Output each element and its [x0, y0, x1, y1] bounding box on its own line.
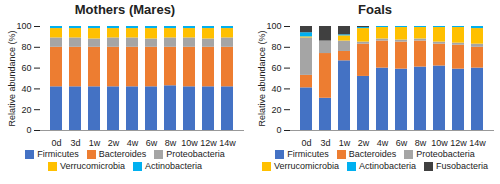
html-text:Proteobacteria: Proteobacteria [166, 149, 225, 159]
svg-text:1w: 1w [89, 138, 101, 148]
svg-text:3d: 3d [320, 138, 330, 148]
svg-text:0: 0 [26, 125, 31, 135]
svg-text:6w: 6w [146, 138, 158, 148]
svg-text:2w: 2w [108, 138, 120, 148]
svg-text:12w: 12w [450, 138, 467, 148]
html-text:Fusobacteria: Fusobacteria [436, 161, 488, 171]
svg-text:6w: 6w [396, 138, 408, 148]
html-text:Verrucomicrobia: Verrucomicrobia [273, 161, 339, 171]
svg-text:80: 80 [271, 42, 281, 52]
html-text:Foals: Foals [358, 2, 392, 17]
svg-text:60: 60 [21, 63, 31, 73]
html-text:Firmicutes: Firmicutes [287, 149, 329, 159]
svg-text:20: 20 [271, 105, 281, 115]
svg-text:0: 0 [276, 125, 281, 135]
html-text:Proteobacteria: Proteobacteria [416, 149, 475, 159]
svg-text:80: 80 [21, 42, 31, 52]
svg-text:10w: 10w [431, 138, 448, 148]
svg-text:20: 20 [21, 105, 31, 115]
html-text:Actinobacteria: Actinobacteria [145, 161, 202, 171]
svg-text:14w: 14w [219, 138, 236, 148]
svg-text:3d: 3d [70, 138, 80, 148]
svg-text:Relative abundance (%): Relative abundance (%) [257, 30, 267, 126]
svg-text:Relative abundance (%): Relative abundance (%) [7, 30, 17, 126]
svg-text:100: 100 [266, 21, 281, 31]
html-text:Verrucomicrobia: Verrucomicrobia [60, 161, 125, 171]
svg-text:4w: 4w [377, 138, 389, 148]
svg-text:8w: 8w [165, 138, 177, 148]
svg-text:100: 100 [16, 21, 31, 31]
html-text:Actinobacteria: Actinobacteria [359, 161, 416, 171]
svg-text:2w: 2w [358, 138, 370, 148]
svg-text:14w: 14w [469, 138, 486, 148]
svg-text:60: 60 [271, 63, 281, 73]
html-text:Bacteroides: Bacteroides [348, 149, 397, 159]
svg-text:1w: 1w [339, 138, 351, 148]
svg-text:12w: 12w [200, 138, 217, 148]
svg-text:0d: 0d [51, 138, 61, 148]
html-text:Mothers (Mares): Mothers (Mares) [74, 2, 176, 17]
svg-text:0d: 0d [301, 138, 311, 148]
svg-text:40: 40 [21, 84, 31, 94]
svg-text:10w: 10w [181, 138, 198, 148]
svg-text:4w: 4w [127, 138, 139, 148]
svg-text:8w: 8w [415, 138, 427, 148]
html-text:Bacteroides: Bacteroides [98, 149, 147, 159]
svg-text:40: 40 [271, 84, 281, 94]
html-text:Firmicutes: Firmicutes [37, 149, 79, 159]
